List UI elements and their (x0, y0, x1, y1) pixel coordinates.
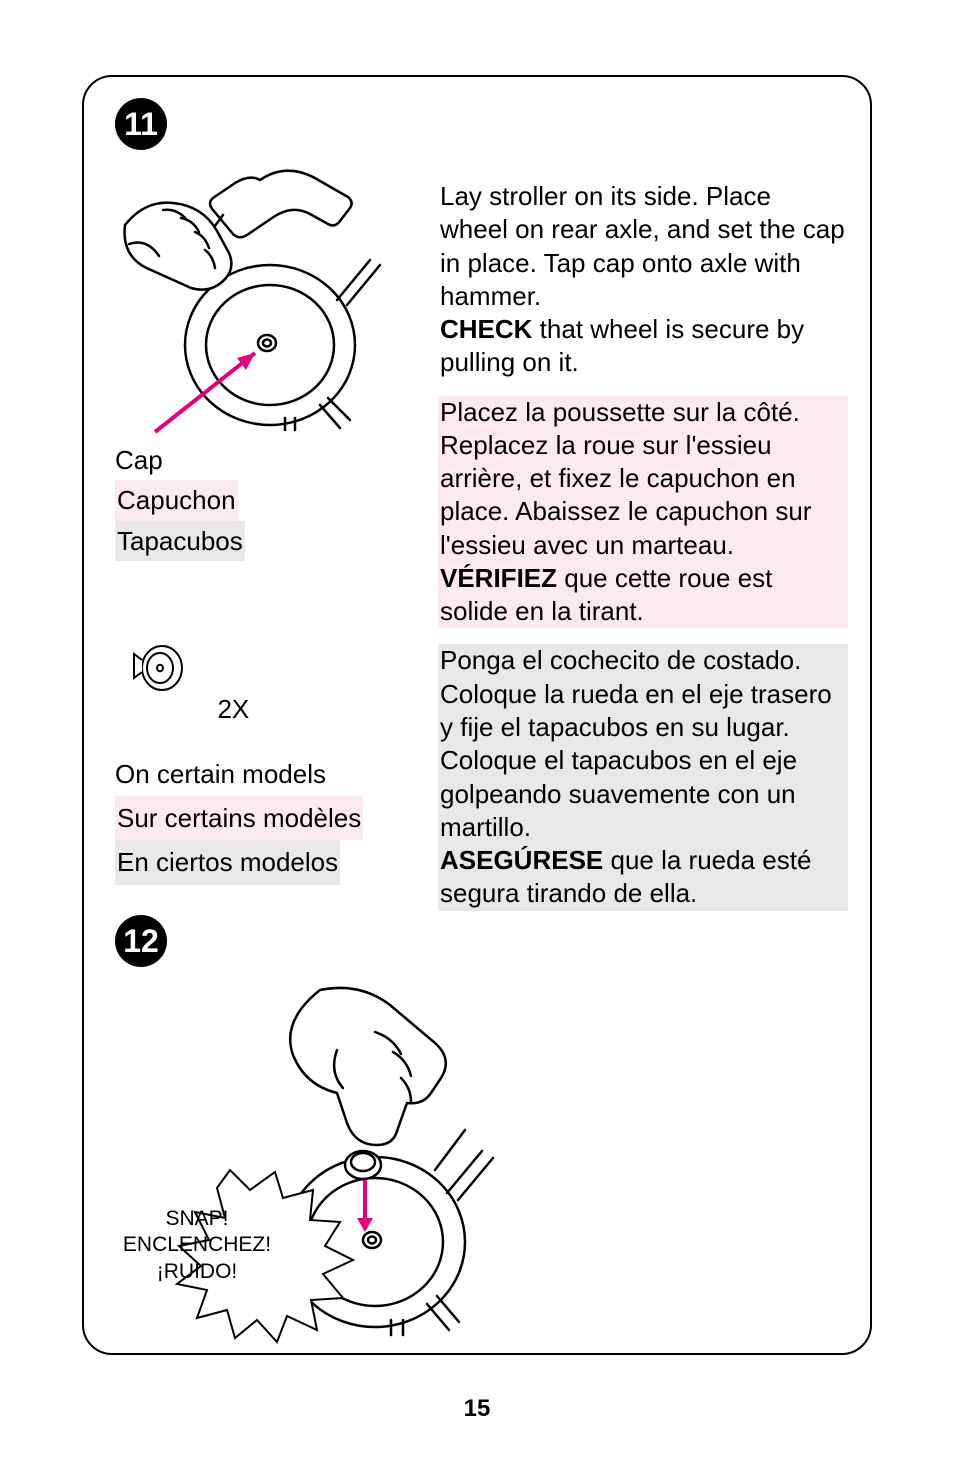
snap-en: SNAP! (112, 1206, 282, 1232)
snap-labels: SNAP! ENCLENCHEZ! ¡RUIDO! (112, 1206, 282, 1285)
step-11-badge: 11 (115, 98, 167, 150)
instr-en-check: CHECK (440, 314, 532, 344)
models-labels: On certain models Sur certains modèles E… (115, 752, 363, 885)
instr-fr-body: Placez la poussette sur la côté. Replace… (440, 397, 811, 560)
instructions-column: Lay stroller on its side. Place wheel on… (438, 180, 848, 927)
illustration-step-12 (165, 980, 545, 1340)
models-en: On certain models (115, 752, 363, 796)
models-fr: Sur certains modèles (115, 796, 363, 840)
instructions-fr: Placez la poussette sur la côté. Replace… (438, 396, 848, 629)
instr-en-body: Lay stroller on its side. Place wheel on… (440, 181, 845, 311)
cap-label-en: Cap (115, 440, 245, 480)
hubcap-quantity: 2X (217, 694, 249, 725)
step-11-number: 11 (124, 106, 158, 143)
instr-es-body: Ponga el cochecito de costado. Coloque l… (440, 645, 832, 841)
snap-fr: ENCLENCHEZ! (112, 1232, 282, 1258)
hubcap-block: 2X (130, 640, 249, 695)
models-es: En ciertos modelos (115, 840, 340, 884)
instr-fr-check: VÉRIFIEZ (440, 563, 557, 593)
page-number: 15 (0, 1395, 954, 1423)
cap-labels: Cap Capuchon Tapacubos (115, 440, 245, 561)
instr-es-check: ASEGÚRESE (440, 845, 603, 875)
cap-label-es: Tapacubos (115, 521, 245, 561)
wheel-hammer-illustration (115, 170, 395, 430)
cap-label-fr: Capuchon (115, 480, 238, 520)
illustration-step-11 (115, 170, 395, 430)
wheel-push-illustration (165, 980, 545, 1340)
hubcap-icon (130, 640, 185, 695)
step-12-badge: 12 (115, 915, 167, 967)
snap-es: ¡RUIDO! (112, 1259, 282, 1285)
instructions-en: Lay stroller on its side. Place wheel on… (438, 180, 848, 380)
step-12-number: 12 (123, 923, 159, 960)
instructions-es: Ponga el cochecito de costado. Coloque l… (438, 644, 848, 910)
